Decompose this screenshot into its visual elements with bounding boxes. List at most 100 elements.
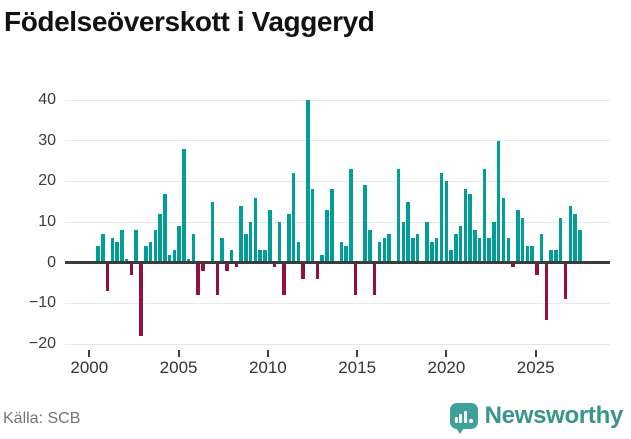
bar-positive (344, 246, 348, 263)
dot-glyph (468, 419, 473, 423)
gridline (65, 99, 610, 101)
zero-line (65, 261, 610, 265)
bar-negative (511, 262, 515, 267)
bar-positive (296, 242, 301, 263)
x-tick (177, 350, 180, 357)
bar-negative (201, 262, 205, 271)
newsworthy-wordmark: Newsworthy (484, 402, 624, 429)
bar-positive (411, 238, 415, 263)
y-tick-label: −20 (28, 335, 56, 352)
bar-positive (525, 246, 530, 263)
bar-positive (306, 100, 310, 263)
bar-positive (239, 205, 243, 263)
bar-negative (282, 262, 286, 296)
bar-negative (225, 262, 229, 271)
bar-positive (425, 222, 429, 263)
bar-positive (263, 250, 267, 263)
bar-positive (363, 185, 367, 263)
bar-positive (182, 148, 186, 263)
newsworthy-bubble-icon (449, 403, 478, 434)
bar-positive (554, 250, 558, 263)
bar-positive (110, 238, 115, 263)
gridline (65, 302, 610, 304)
bar-positive (320, 254, 324, 263)
chart-title: Födelseöverskott i Vaggeryd (4, 6, 375, 37)
x-tick-label: 2015 (338, 358, 377, 377)
bar-positive (287, 213, 291, 263)
x-tick (266, 350, 269, 357)
gridline (65, 180, 610, 182)
bar-positive (144, 246, 148, 263)
bar-positive (310, 189, 315, 263)
gridline (65, 343, 610, 345)
bar-positive (549, 250, 553, 263)
newsworthy-logo[interactable]: Newsworthy (449, 398, 624, 434)
bar-positive (220, 238, 224, 263)
bar-positive (96, 246, 100, 263)
x-tick (534, 350, 537, 357)
bar-positive (506, 238, 511, 263)
bar-positive (449, 250, 453, 263)
bar-positive (253, 197, 258, 263)
x-tick-label: 2000 (70, 358, 109, 377)
bar-positive (229, 250, 234, 263)
y-tick-label: 30 (38, 131, 56, 149)
x-tick-label: 2010 (248, 358, 287, 377)
bar-positive (487, 238, 491, 263)
bar-positive (496, 140, 501, 263)
bar-positive (124, 258, 129, 263)
bar-positive (210, 201, 215, 263)
bar-negative (563, 262, 568, 300)
bar-positive (330, 189, 334, 263)
y-tick-label: 10 (38, 213, 56, 230)
bar-negative (129, 262, 134, 275)
bar-positive (463, 189, 468, 263)
bar-negative (544, 262, 549, 320)
bar-positive (539, 234, 544, 263)
x-tick-label: 2025 (516, 358, 555, 377)
bar-positive (120, 230, 124, 263)
y-tick-label: 20 (38, 172, 56, 190)
bar-positive (172, 250, 177, 263)
x-tick-label: 2005 (159, 358, 198, 377)
bar-positive (244, 234, 248, 263)
bar-positive (387, 234, 391, 263)
bar-positive (458, 226, 463, 263)
bar-positive (568, 205, 573, 263)
bar-negative (301, 262, 305, 279)
bar-negative (272, 262, 277, 267)
bar-glyph (459, 414, 463, 423)
bar-glyph (454, 417, 458, 423)
bar-positive (477, 238, 482, 263)
bar-positive (444, 181, 448, 263)
bar-positive (277, 222, 282, 263)
bar-negative (353, 262, 358, 296)
source-label: Källa: SCB (3, 410, 81, 427)
bar-positive (368, 230, 372, 263)
bar-positive (148, 242, 153, 263)
bar-positive (578, 230, 582, 263)
bar-negative (139, 262, 143, 336)
bar-positive (573, 213, 577, 263)
bar-positive (258, 250, 262, 263)
bar-positive (349, 169, 353, 263)
bar-positive (430, 242, 434, 263)
bar-positive (377, 242, 382, 263)
bar-negative (535, 262, 539, 275)
bar-positive (177, 226, 181, 263)
bar-positive (382, 238, 386, 263)
bar-positive (248, 222, 253, 263)
bar-positive (167, 254, 172, 263)
bar-positive (439, 173, 444, 263)
bar-positive (115, 242, 119, 263)
x-tick (88, 350, 91, 357)
y-tick-label: 40 (38, 91, 56, 108)
bar-positive (434, 238, 439, 263)
gridline (65, 221, 610, 223)
bar-positive (158, 213, 162, 263)
gridline (65, 140, 610, 142)
bar-positive (558, 217, 563, 263)
bar-positive (191, 234, 196, 263)
